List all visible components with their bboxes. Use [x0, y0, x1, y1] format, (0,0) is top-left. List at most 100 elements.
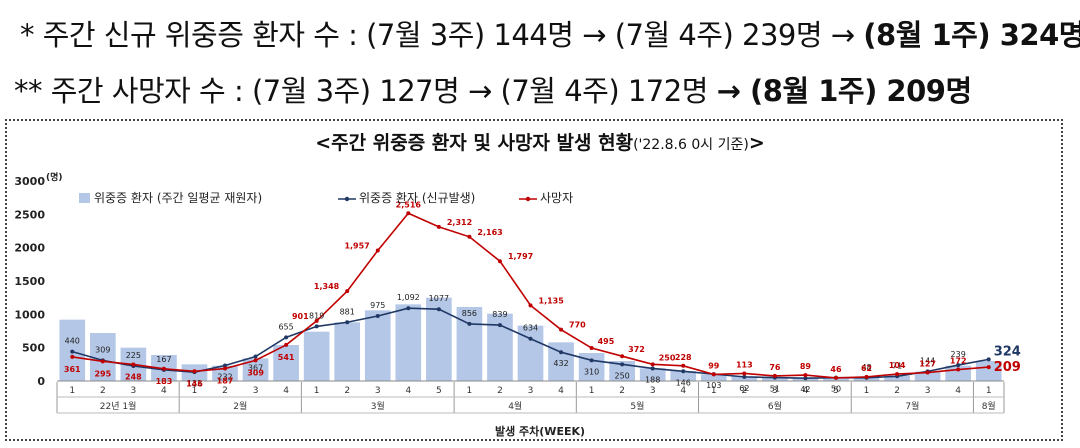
severe-new-point [528, 336, 533, 341]
week-label: 1 [314, 386, 320, 396]
deaths-point [895, 372, 900, 377]
deaths-point [956, 367, 961, 372]
deaths-point [467, 234, 472, 239]
deaths-point [161, 366, 166, 371]
deaths-point [223, 366, 228, 371]
deaths-data-label: 541 [278, 353, 295, 362]
deaths-point [742, 371, 747, 376]
deaths-data-label: 2,163 [477, 228, 502, 237]
legend-bar-label: 위중증 환자 (주간 일평균 재원자) [94, 191, 262, 205]
severe-new-point [253, 354, 258, 359]
headline-deaths: ** 주간 사망자 수 : (7월 3주) 127명 → (7월 4주) 172… [14, 68, 972, 110]
severe-new-data-label: 655 [278, 322, 293, 331]
chart-title: <주간 위중증 환자 및 사망자 발생 현황('22.8.6 0시 기준)> [0, 128, 1080, 155]
severe-new-data-label: 48 [861, 363, 871, 372]
deaths-point [406, 211, 411, 216]
deaths-point [559, 327, 564, 332]
y-tick-label: 2500 [14, 208, 45, 221]
severe-new-data-label: 225 [126, 351, 141, 360]
deaths-data-label: 901 [292, 312, 309, 321]
y-tick-label: 3000 [14, 175, 45, 188]
chart-title-main: <주간 위중증 환자 및 사망자 발생 현황 [315, 132, 634, 154]
severe-new-data-label: 324 [994, 344, 1021, 359]
severe-new-data-label: 239 [951, 350, 966, 359]
deaths-data-label: 104 [889, 361, 906, 370]
severe-new-point [620, 362, 625, 367]
deaths-data-label: 295 [94, 369, 111, 378]
week-label: 3 [253, 386, 259, 396]
severe-new-data-label: 309 [95, 345, 110, 354]
y-unit-label: (명) [46, 171, 63, 183]
bar [242, 358, 269, 381]
week-label: 3 [772, 386, 778, 396]
bar [273, 345, 299, 381]
severe-new-data-label: 250 [615, 371, 630, 380]
deaths-point [772, 373, 777, 378]
week-label: 2 [619, 386, 625, 396]
deaths-data-label: 127 [919, 360, 936, 369]
month-label: 2월 [233, 400, 247, 412]
week-label: 3 [528, 386, 534, 396]
week-label: 1 [589, 386, 595, 396]
bar [426, 297, 452, 381]
severe-new-point [742, 374, 747, 379]
week-label: 1 [986, 386, 992, 396]
headline-deaths-highlight: → (8월 1주) 209명 [716, 74, 973, 108]
severe-new-point [70, 349, 75, 354]
chart-title-close: > [748, 132, 765, 154]
week-label: 5 [833, 386, 839, 396]
week-label: 2 [344, 386, 350, 396]
week-label: 2 [741, 386, 747, 396]
month-label: 4월 [508, 400, 522, 412]
week-label: 1 [467, 386, 473, 396]
deaths-data-label: 309 [247, 368, 264, 377]
month-label: 3월 [371, 400, 385, 412]
severe-new-point [345, 320, 350, 325]
bar [334, 322, 361, 381]
week-label: 3 [375, 386, 381, 396]
month-label: 22년 1월 [100, 400, 137, 412]
deaths-point [375, 248, 380, 253]
week-label: 1 [711, 386, 717, 396]
bar [303, 331, 330, 381]
deaths-point [284, 342, 289, 347]
deaths-data-label: 76 [769, 363, 781, 372]
severe-new-data-label: 133 [187, 379, 202, 388]
severe-new-data-label: 167 [156, 355, 171, 364]
deaths-point [833, 375, 838, 380]
severe-new-data-label: 1,092 [397, 293, 420, 302]
deaths-point [497, 259, 502, 264]
deaths-data-label: 1,135 [539, 296, 565, 305]
deaths-point [589, 346, 594, 350]
week-label: 3 [131, 386, 137, 396]
deaths-data-label: 250 [659, 353, 676, 362]
severe-new-point [986, 357, 991, 362]
deaths-point [70, 354, 75, 359]
deaths-point [711, 372, 716, 377]
bar [395, 304, 422, 381]
legend-bar-swatch [79, 193, 90, 203]
month-label: 7월 [905, 400, 919, 412]
severe-new-point [467, 321, 472, 326]
deaths-data-label: 1,797 [508, 252, 533, 261]
week-label: 4 [955, 386, 961, 396]
deaths-data-label: 187 [217, 377, 234, 386]
deaths-data-label: 1,348 [314, 282, 340, 291]
severe-new-data-label: 819 [309, 311, 324, 320]
week-label: 4 [680, 386, 686, 396]
month-label: 6월 [768, 400, 782, 412]
deaths-point [681, 363, 686, 368]
legend-severe-marker [344, 196, 350, 202]
y-tick-label: 1000 [14, 308, 45, 321]
severe-new-data-label: 146 [676, 378, 691, 387]
week-label: 4 [803, 386, 809, 396]
deaths-point [131, 362, 136, 367]
week-label: 2 [497, 386, 503, 396]
chart-subtitle: ('22.8.6 0시 기준) [633, 137, 749, 153]
severe-new-point [589, 358, 594, 363]
headline-new-severe-text: * 주간 신규 위중증 환자 수 : (7월 3주) 144명 → (7월 4주… [20, 18, 864, 52]
severe-new-data-label: 188 [645, 375, 660, 384]
week-label: 4 [405, 386, 411, 396]
severe-new-data-label: 634 [523, 324, 538, 333]
